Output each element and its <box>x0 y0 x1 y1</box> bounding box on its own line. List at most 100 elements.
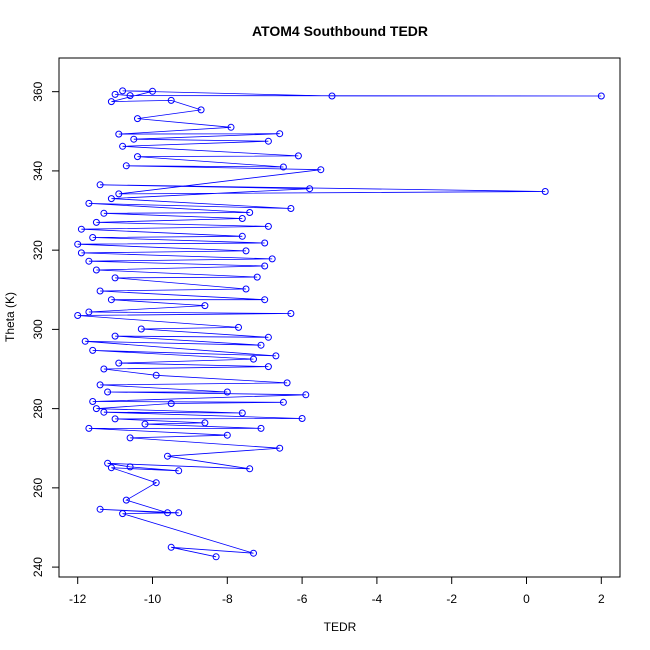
data-point <box>119 510 127 518</box>
data-point <box>257 424 265 432</box>
data-point <box>175 509 183 517</box>
data-point <box>111 90 119 98</box>
x-tick-label: 2 <box>598 592 605 606</box>
x-tick-label: -10 <box>144 592 162 606</box>
data-point <box>111 332 119 340</box>
data-point <box>122 496 130 504</box>
data-point <box>287 205 295 212</box>
data-point <box>276 444 284 452</box>
data-point <box>134 153 141 161</box>
data-point <box>264 222 272 230</box>
data-point <box>261 262 269 270</box>
x-tick-label: -4 <box>372 592 383 606</box>
x-tick-label: -6 <box>297 592 308 606</box>
data-point <box>238 232 246 240</box>
y-tick-label: 260 <box>31 478 45 498</box>
data-point <box>134 115 141 123</box>
data-point <box>197 106 205 114</box>
data-point <box>100 365 108 373</box>
y-tick-label: 240 <box>31 557 45 577</box>
data-point <box>294 152 302 160</box>
data-point <box>223 388 231 396</box>
data-point <box>261 239 269 247</box>
data-point <box>223 431 231 439</box>
data-point <box>96 181 104 189</box>
data-point <box>302 391 310 399</box>
data-point <box>268 255 276 263</box>
data-point <box>253 273 261 281</box>
data-point <box>107 464 115 472</box>
data-point <box>96 505 104 513</box>
data-point <box>328 92 336 100</box>
data-point <box>81 337 89 345</box>
data-point <box>298 415 306 422</box>
y-tick-label: 340 <box>31 161 45 181</box>
y-tick-label: 360 <box>31 81 45 101</box>
data-point <box>92 266 100 274</box>
data-point <box>164 452 171 460</box>
data-point <box>175 467 183 475</box>
data-point <box>85 308 93 316</box>
data-point <box>167 400 175 407</box>
data-point <box>107 296 115 304</box>
chart-title: ATOM4 Southbound TEDR <box>252 23 428 39</box>
data-point <box>126 434 134 442</box>
data-point <box>212 553 220 561</box>
data-point <box>111 274 119 282</box>
data-point <box>257 341 265 349</box>
data-point <box>89 234 97 241</box>
data-point <box>261 296 269 304</box>
data-point <box>104 388 112 396</box>
data-point <box>287 310 295 317</box>
data-point <box>85 257 93 265</box>
data-point <box>107 195 115 203</box>
data-point <box>77 249 85 257</box>
data-point <box>238 215 246 222</box>
data-point <box>111 415 119 423</box>
data-point <box>264 333 272 341</box>
data-point <box>141 420 149 428</box>
data-point <box>126 463 134 471</box>
data-point <box>77 225 85 233</box>
data-point <box>126 92 134 100</box>
data-point <box>74 312 82 319</box>
data-point <box>250 355 257 363</box>
data-point <box>167 543 175 551</box>
data-point <box>104 459 112 467</box>
x-tick-label: 0 <box>523 592 530 606</box>
data-point <box>238 409 246 417</box>
data-point <box>250 549 257 557</box>
data-point <box>149 87 156 95</box>
data-point <box>137 325 145 333</box>
data-point <box>85 199 93 207</box>
data-point <box>227 123 235 131</box>
data-point <box>264 363 272 371</box>
data-point <box>246 465 254 473</box>
data-point <box>100 408 108 416</box>
data-point <box>85 424 93 432</box>
data-point <box>115 359 123 367</box>
data-point <box>119 142 127 150</box>
y-tick-label: 300 <box>31 319 45 339</box>
plot-area <box>74 87 605 561</box>
series-line <box>77 90 602 558</box>
data-point <box>130 135 138 143</box>
data-point <box>107 98 115 106</box>
data-point <box>96 381 104 389</box>
data-point <box>100 209 108 217</box>
data-point <box>283 379 291 387</box>
data-point <box>317 166 325 174</box>
data-point <box>119 87 127 95</box>
data-point <box>89 398 97 405</box>
x-tick-label: -8 <box>222 592 233 606</box>
data-point <box>115 130 123 138</box>
data-point <box>89 346 97 354</box>
y-axis-label: Theta (K) <box>3 292 17 342</box>
data-point <box>167 96 175 104</box>
data-point <box>242 285 250 293</box>
data-point <box>152 479 160 487</box>
data-point <box>235 323 242 331</box>
data-point <box>279 163 287 171</box>
data-point <box>115 190 123 198</box>
x-tick-label: -2 <box>446 592 457 606</box>
